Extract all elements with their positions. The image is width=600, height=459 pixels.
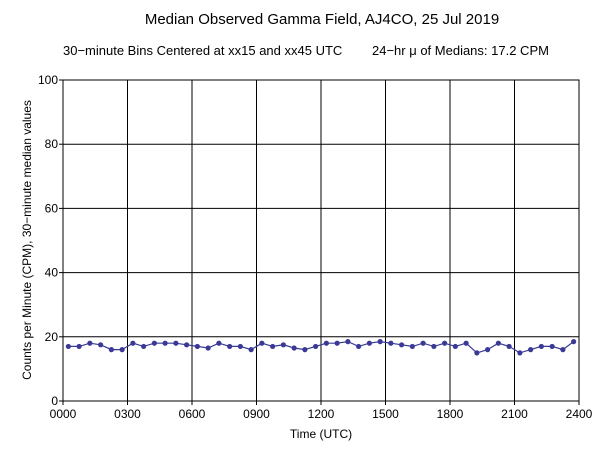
y-tick-label: 100 — [38, 73, 58, 87]
data-point — [420, 340, 426, 346]
data-point — [399, 342, 405, 348]
data-point — [65, 343, 71, 350]
data-point — [280, 342, 286, 348]
data-point — [506, 343, 512, 350]
data-point — [409, 343, 415, 350]
data-point — [366, 340, 372, 346]
data-point — [151, 340, 157, 346]
y-tick-label: 60 — [45, 201, 59, 215]
data-point — [173, 340, 179, 346]
data-point — [356, 343, 362, 350]
x-tick-label: 0900 — [243, 407, 270, 421]
data-point — [270, 343, 276, 350]
data-point — [549, 343, 555, 350]
data-point — [528, 347, 534, 353]
data-point — [517, 350, 523, 356]
y-tick-label: 20 — [45, 330, 59, 344]
data-point — [463, 340, 469, 346]
data-point — [130, 340, 136, 346]
data-point — [259, 340, 265, 346]
chart-title: Median Observed Gamma Field, AJ4CO, 25 J… — [145, 11, 499, 28]
data-point — [377, 339, 383, 345]
grid — [59, 79, 580, 405]
data-point — [571, 339, 577, 345]
y-tick-label: 40 — [45, 266, 59, 280]
y-axis-label: Counts per Minute (CPM), 30−minute media… — [20, 100, 34, 380]
data-point — [442, 340, 448, 346]
data-point — [248, 347, 254, 353]
data-point — [162, 340, 168, 346]
data-point — [388, 340, 394, 346]
data-point — [431, 343, 437, 350]
data-point — [237, 343, 243, 350]
data-point — [334, 340, 340, 346]
data-point — [98, 342, 104, 348]
y-tick-label: 80 — [45, 137, 59, 151]
data-point — [323, 340, 329, 346]
data-point — [302, 347, 308, 353]
data-point — [216, 340, 222, 346]
data-series — [65, 339, 577, 356]
x-tick-label: 0600 — [179, 407, 206, 421]
data-point — [184, 342, 190, 348]
x-tick-label: 2400 — [566, 407, 593, 421]
x-tick-label: 1500 — [372, 407, 399, 421]
data-point — [141, 343, 147, 350]
data-point — [205, 345, 211, 351]
x-tick-label: 1800 — [437, 407, 464, 421]
x-tick-label: 0000 — [50, 407, 77, 421]
data-point — [108, 347, 114, 353]
data-point — [474, 350, 480, 356]
data-point — [452, 343, 458, 350]
chart-subtitle-right: 24−hr μ of Medians: 17.2 CPM — [372, 43, 549, 58]
data-point — [538, 343, 544, 350]
data-point — [227, 343, 233, 350]
y-tick-labels: 0 20 40 60 80 100 — [38, 73, 58, 408]
chart-subtitle-left: 30−minute Bins Centered at xx15 and xx45… — [63, 43, 342, 58]
data-point — [560, 347, 566, 353]
y-tick-label: 0 — [51, 394, 58, 408]
data-point — [313, 343, 319, 350]
x-axis-label: Time (UTC) — [290, 427, 352, 441]
plot-frame — [62, 79, 580, 402]
data-point — [76, 343, 82, 350]
data-point — [485, 347, 491, 353]
data-point — [194, 343, 200, 350]
data-point — [119, 347, 125, 353]
x-tick-label: 1200 — [308, 407, 335, 421]
data-point — [495, 340, 501, 346]
x-tick-label: 0300 — [114, 407, 141, 421]
x-tick-label: 2100 — [501, 407, 528, 421]
data-point — [291, 345, 297, 351]
data-point — [87, 340, 93, 346]
data-point — [345, 339, 351, 345]
x-tick-labels: 0000 0300 0600 0900 1200 1500 1800 2100 2400 — [50, 407, 593, 421]
